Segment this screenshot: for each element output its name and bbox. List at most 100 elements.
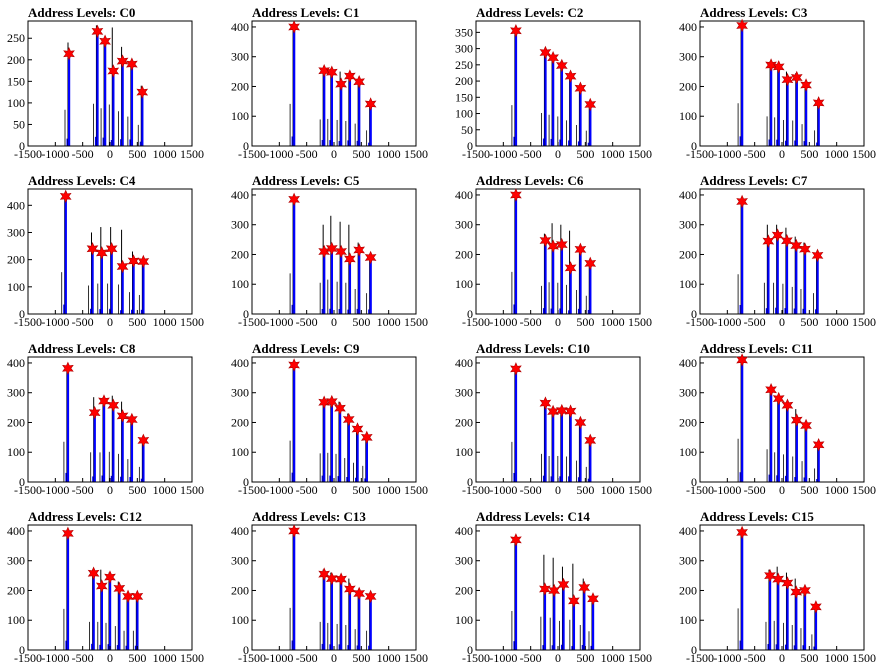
x-tick-label: 1500 — [852, 315, 876, 329]
y-tick-label: 300 — [231, 554, 249, 568]
x-tick-label: -1000 — [265, 315, 293, 329]
data-bar — [795, 245, 798, 314]
data-bar — [100, 252, 103, 314]
data-bar — [340, 579, 343, 650]
data-bar — [786, 405, 789, 482]
data-bar — [786, 583, 789, 650]
x-tick-label: -1500 — [462, 147, 490, 161]
y-tick-label: 100 — [7, 613, 25, 627]
peak-marker — [353, 243, 365, 257]
data-bar — [569, 411, 572, 482]
bump-bar — [110, 140, 112, 146]
data-bar — [121, 61, 124, 146]
bump-bar — [368, 645, 370, 650]
bump-bar — [291, 304, 293, 314]
x-tick-label: 0 — [331, 483, 337, 497]
peak-marker — [63, 47, 75, 61]
bump-bar — [587, 478, 589, 482]
peak-marker — [568, 594, 580, 608]
peak-marker — [736, 18, 748, 33]
y-tick-label: 0 — [467, 139, 473, 153]
bump-bar — [329, 475, 331, 482]
peak-marker — [781, 398, 794, 412]
peak-marker — [127, 254, 140, 268]
chart-title: Address Levels: C13 — [252, 509, 366, 524]
peak-marker — [564, 404, 577, 418]
peak-marker — [99, 34, 111, 49]
peak-marker — [116, 54, 129, 68]
x-tick-label: -500 — [520, 147, 542, 161]
x-tick-label: 0 — [555, 147, 561, 161]
bump-bar — [120, 139, 122, 146]
x-tick-label: 1000 — [153, 651, 177, 665]
data-bar — [130, 64, 134, 146]
x-tick-label: -1000 — [713, 147, 741, 161]
y-tick-label: 0 — [19, 139, 25, 153]
x-tick-label: 500 — [800, 483, 818, 497]
y-tick-label: 100 — [7, 280, 25, 294]
chart-svg: Address Levels: C3 0 100 200 300 400 -1500 -100… — [679, 5, 876, 161]
x-tick-label: 0 — [107, 315, 113, 329]
bump-bar — [356, 140, 358, 146]
data-bar — [100, 586, 103, 650]
data-bar — [589, 104, 592, 146]
chart-svg: Address Levels: C0 0 50 100 150 200 250 -1500 -1… — [7, 5, 204, 161]
chart-panel: Address Levels: C14 0 100 200 300 400 -1500 -10… — [448, 504, 672, 672]
peak-marker — [325, 65, 338, 79]
peak-marker — [126, 412, 138, 427]
y-tick-label: 0 — [691, 139, 697, 153]
y-tick-label: 300 — [7, 225, 25, 239]
data-bar — [348, 258, 352, 314]
chart-svg: Address Levels: C4 0 100 200 300 400 -1500 -100… — [7, 173, 204, 329]
peak-marker — [360, 430, 373, 445]
bump-bar — [91, 643, 93, 650]
bump-bar — [356, 645, 358, 650]
bump-bar — [134, 645, 137, 650]
bump-bar — [550, 308, 552, 314]
bump-bar — [321, 643, 323, 650]
y-tick-label: 100 — [679, 445, 697, 459]
peak-marker — [318, 395, 331, 409]
chart-title: Address Levels: C2 — [476, 5, 583, 20]
bump-bar — [739, 136, 741, 146]
data-bar — [102, 401, 106, 482]
bump-bar — [784, 308, 786, 314]
peak-marker — [107, 64, 120, 78]
plot-frame — [27, 20, 193, 147]
peak-marker — [344, 582, 356, 596]
y-tick-label: 200 — [231, 79, 249, 93]
peak-marker — [765, 382, 777, 397]
data-bar — [591, 598, 595, 650]
data-bar — [330, 72, 334, 146]
bump-bar — [321, 139, 323, 146]
chart-panel: Address Levels: C6 0 100 200 300 400 -1500 -100… — [448, 168, 672, 336]
peak-marker — [325, 394, 338, 409]
bump-bar — [347, 645, 349, 650]
data-bar — [358, 593, 361, 650]
chart-panel: Address Levels: C4 0 100 200 300 400 -1500 -100… — [0, 168, 224, 336]
peak-marker — [555, 403, 568, 418]
bump-bar — [329, 644, 331, 650]
peak-marker — [116, 409, 129, 423]
x-tick-label: 500 — [576, 651, 594, 665]
data-bar — [589, 440, 592, 482]
y-tick-label: 300 — [7, 386, 25, 400]
x-tick-label: 500 — [128, 651, 146, 665]
peak-marker — [510, 533, 522, 547]
peak-marker — [364, 97, 377, 111]
chart-title: Address Levels: C3 — [700, 5, 808, 20]
data-bar — [347, 419, 350, 482]
peak-marker — [557, 577, 570, 592]
y-tick-label: 250 — [455, 58, 473, 72]
data-bar — [369, 257, 372, 314]
x-tick-label: 0 — [555, 315, 561, 329]
y-tick-label: 200 — [455, 247, 473, 261]
bump-bar — [513, 472, 515, 482]
bump-bar — [513, 304, 515, 314]
x-tick-label: -500 — [520, 651, 542, 665]
bump-bar — [816, 479, 818, 482]
x-tick-label: -1000 — [265, 483, 293, 497]
bump-bar — [346, 477, 348, 482]
data-bar — [552, 411, 555, 482]
x-tick-label: 500 — [800, 315, 818, 329]
